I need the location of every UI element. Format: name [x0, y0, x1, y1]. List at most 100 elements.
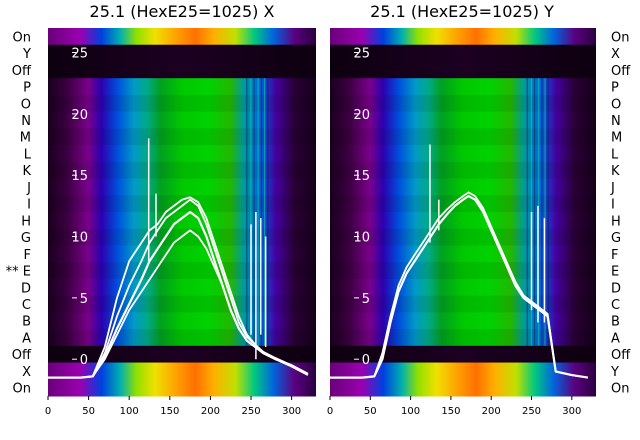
x-tick-label: 50: [364, 406, 377, 417]
heatmap-streak: [533, 78, 536, 346]
row-label: C: [22, 298, 31, 313]
heatmap-row-shade: [330, 94, 596, 113]
heatmap-row-shade: [48, 128, 316, 146]
heatmap-row: [48, 195, 316, 213]
heatmap-row: [48, 178, 316, 196]
heatmap-row-shade: [48, 94, 316, 113]
heatmap-streak: [264, 78, 266, 346]
heatmap-streak: [257, 78, 259, 346]
heatmap-row-shade: [330, 128, 596, 146]
row-label: K: [611, 164, 620, 179]
row-label: A: [22, 331, 31, 346]
x-tick-label: 150: [441, 406, 460, 417]
row-label: B: [611, 315, 620, 330]
x-tick-label: 0: [45, 406, 51, 417]
curve-series: [330, 191, 589, 379]
x-tick-label: 100: [401, 406, 420, 417]
heatmap-row: [330, 161, 596, 180]
heatmap-row: [48, 78, 316, 96]
heatmap-row: [330, 212, 596, 230]
heatmap-row: [48, 245, 316, 263]
x-tick-label: 200: [201, 406, 220, 417]
row-label: C: [611, 298, 620, 313]
row-label: D: [611, 281, 621, 296]
row-label: H: [611, 214, 621, 229]
y-tick-label: 5: [80, 292, 88, 307]
row-label: On: [13, 382, 31, 397]
heatmap-row: [48, 28, 316, 46]
heatmap-row: [330, 61, 596, 79]
row-label: I: [611, 198, 615, 213]
chart-title: 25.1 (HexE25=1025) Y: [370, 2, 554, 21]
row-label: O: [611, 97, 621, 112]
heatmap-streak: [253, 78, 255, 346]
row-label: F: [611, 248, 618, 263]
row-label: J: [610, 181, 615, 196]
heatmap-row: [330, 329, 596, 347]
x-tick-label: 150: [160, 406, 179, 417]
heatmap-row: [48, 379, 316, 397]
row-label: O: [21, 97, 31, 112]
row-label: Y: [610, 365, 619, 380]
curve-series: [48, 196, 309, 379]
heatmap-streak: [526, 78, 528, 346]
y-tick-label: 25: [353, 47, 370, 62]
row-label: K: [22, 164, 31, 179]
panel-y: 25.1 (HexE25=1025) Y On X Off PONMLKJIHGFEDC…: [327, 2, 631, 417]
heatmap-streak: [246, 78, 248, 346]
heatmap-row: [48, 362, 316, 380]
heatmap-row-shade: [48, 262, 316, 280]
x-tick-label: 300: [562, 406, 581, 417]
heatmap-row: [330, 28, 596, 46]
heatmap-row: [48, 61, 316, 79]
row-label: X: [611, 47, 620, 62]
heatmap-row: [330, 78, 596, 96]
heatmap-row: [48, 111, 316, 129]
curve-series: [330, 195, 589, 379]
heatmap-row: [330, 245, 596, 263]
y-tick-label: 15: [71, 169, 88, 184]
heatmap-streak: [541, 78, 543, 346]
heatmap-row-shade: [48, 161, 316, 180]
y-tick-label: 0: [80, 353, 88, 368]
heatmap-row-shade: [48, 295, 316, 313]
heatmap-row: [48, 44, 316, 62]
heatmap-row: [48, 345, 316, 364]
y-tick-label: 10: [71, 231, 88, 246]
x-tick-label: 200: [482, 406, 501, 417]
row-label: Off: [611, 64, 631, 79]
x-tick-label: 250: [522, 406, 541, 417]
heatmap-row-shade: [48, 329, 316, 347]
x-tick-label: 100: [120, 406, 139, 417]
heatmap-streak: [547, 78, 549, 346]
heatmap-row: [330, 111, 596, 129]
heatmap-row-shade: [330, 228, 596, 246]
heatmap-streak: [260, 78, 262, 346]
heatmap-streak: [250, 78, 252, 346]
row-label: On: [611, 382, 629, 397]
heatmap-row: [48, 278, 316, 297]
curve-series: [48, 229, 309, 379]
row-label: B: [22, 315, 31, 330]
chart-title: 25.1 (HexE25=1025) X: [90, 2, 275, 21]
heatmap-row: [330, 128, 596, 146]
row-label: Off: [12, 64, 32, 79]
heatmap-row: [330, 362, 596, 380]
heatmap-row-shade: [330, 195, 596, 213]
row-label: ** E: [6, 265, 31, 280]
heatmap-row: [48, 212, 316, 230]
row-label: D: [21, 281, 31, 296]
heatmap-row: [48, 128, 316, 146]
y-tick-label: 20: [353, 108, 370, 123]
heatmap-row: [330, 44, 596, 62]
heatmap-streak: [267, 78, 269, 346]
row-label: I: [27, 198, 31, 213]
heatmap-row: [330, 145, 596, 163]
row-label: A: [611, 331, 620, 346]
row-label: Off: [12, 348, 32, 363]
row-label: E: [611, 265, 619, 280]
row-label: Y: [22, 47, 31, 62]
y-tick-label: 20: [71, 108, 88, 123]
